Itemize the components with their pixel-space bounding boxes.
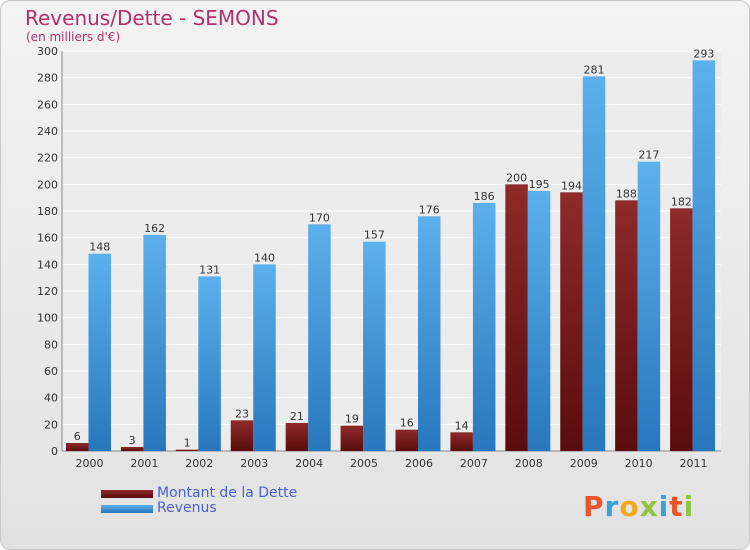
x-tick-label: 2004 <box>295 457 323 470</box>
proxiti-logo: Proxiti <box>583 490 694 523</box>
data-label-revenue: 217 <box>638 149 659 162</box>
y-tick-label: 180 <box>37 205 58 218</box>
bar-debt <box>230 420 254 451</box>
x-tick-label: 2001 <box>130 457 158 470</box>
x-tick-label: 2007 <box>460 457 488 470</box>
legend-swatch-debt <box>101 490 153 498</box>
data-label-debt: 23 <box>235 407 249 420</box>
y-tick-label: 20 <box>44 418 58 431</box>
x-tick-label: 2008 <box>515 457 543 470</box>
data-label-debt: 1 <box>184 437 191 450</box>
y-tick-label: 100 <box>37 312 58 325</box>
x-tick-label: 2011 <box>680 457 708 470</box>
data-label-debt: 19 <box>345 413 359 426</box>
x-tick-label: 2009 <box>570 457 598 470</box>
data-label-debt: 6 <box>74 430 81 443</box>
bar-revenue <box>143 235 166 451</box>
bar-debt <box>560 192 583 452</box>
bar-debt <box>285 423 309 451</box>
y-tick-label: 300 <box>37 45 58 58</box>
bar-debt <box>340 425 364 451</box>
x-tick-label: 2003 <box>240 457 268 470</box>
y-tick-label: 40 <box>44 392 58 405</box>
data-label-debt: 21 <box>290 410 304 423</box>
bar-debt <box>615 200 638 451</box>
x-tick-label: 2006 <box>405 457 433 470</box>
logo-letter: t <box>669 490 684 523</box>
bar-revenue <box>472 203 496 451</box>
data-label-debt: 16 <box>400 417 414 430</box>
bar-revenue <box>253 264 276 451</box>
logo-letter: r <box>604 490 620 523</box>
bar-revenue <box>308 224 331 451</box>
logo-letter: o <box>619 490 640 523</box>
legend-swatch-revenue <box>101 505 153 513</box>
data-label-revenue: 170 <box>309 211 330 224</box>
bar-revenue <box>637 161 661 451</box>
logo-letter: i <box>683 490 695 523</box>
y-tick-label: 0 <box>51 445 58 458</box>
legend-label-debt: Montant de la Dette <box>157 485 298 501</box>
data-label-debt: 188 <box>616 187 637 200</box>
bar-revenue <box>363 241 386 451</box>
data-label-revenue: 148 <box>89 241 110 254</box>
y-tick-label: 80 <box>44 338 58 351</box>
data-label-debt: 14 <box>455 419 469 432</box>
y-tick-label: 140 <box>37 258 58 271</box>
chart-subtitle: (en milliers d'€) <box>26 30 121 44</box>
chart-title: Revenus/Dette - SEMONS <box>25 6 279 30</box>
y-tick-label: 260 <box>37 98 58 111</box>
bar-debt <box>670 208 693 451</box>
x-tick-label: 2000 <box>75 457 103 470</box>
x-tick-label: 2010 <box>625 457 653 470</box>
bar-revenue <box>527 191 551 451</box>
bar-revenue <box>88 253 111 451</box>
bar-debt <box>505 184 528 452</box>
data-label-revenue: 281 <box>584 63 605 76</box>
bar-debt <box>66 443 89 451</box>
y-tick-label: 120 <box>37 285 58 298</box>
data-label-revenue: 293 <box>693 47 714 60</box>
bar-revenue <box>582 76 606 451</box>
data-label-revenue: 186 <box>474 190 495 203</box>
y-tick-label: 220 <box>37 152 58 165</box>
plot-area <box>62 51 721 451</box>
bar-revenue <box>198 276 221 451</box>
x-tick-label: 2005 <box>350 457 378 470</box>
data-label-debt: 3 <box>129 434 136 447</box>
legend-label-revenue: Revenus <box>157 500 217 516</box>
data-label-revenue: 176 <box>419 203 440 216</box>
logo-letter: P <box>583 490 605 523</box>
y-tick-label: 60 <box>44 365 58 378</box>
data-label-revenue: 157 <box>364 229 385 242</box>
y-tick-label: 240 <box>37 125 58 138</box>
bar-debt <box>395 429 418 451</box>
bar-debt <box>120 447 144 451</box>
y-tick-label: 160 <box>37 232 58 245</box>
data-label-revenue: 162 <box>144 222 165 235</box>
data-label-debt: 194 <box>561 179 582 192</box>
bar-debt <box>175 449 199 451</box>
logo-letter: i <box>658 490 670 523</box>
bar-debt <box>450 432 473 451</box>
bar-revenue <box>418 216 441 451</box>
data-label-revenue: 195 <box>529 178 550 191</box>
data-label-revenue: 131 <box>199 263 220 276</box>
logo-letter: x <box>639 490 659 523</box>
bar-revenue <box>692 60 716 451</box>
data-label-debt: 200 <box>506 171 527 184</box>
data-label-revenue: 140 <box>254 251 275 264</box>
x-tick-label: 2002 <box>185 457 213 470</box>
y-tick-label: 200 <box>37 178 58 191</box>
data-label-debt: 182 <box>671 195 692 208</box>
y-tick-label: 280 <box>37 72 58 85</box>
